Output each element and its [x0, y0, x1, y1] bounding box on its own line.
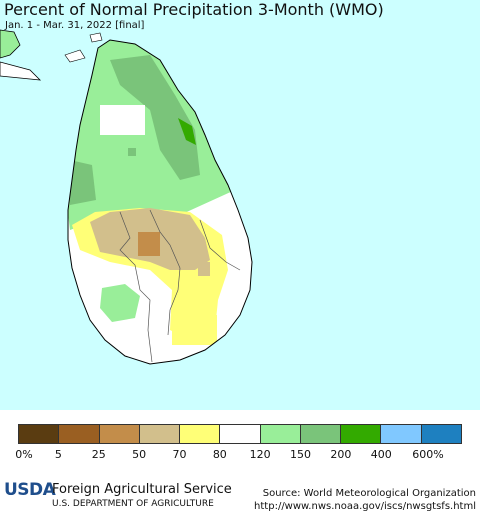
- legend-label: 80: [212, 448, 227, 461]
- legend-swatch: [421, 425, 461, 443]
- legend-label: 120: [249, 448, 271, 461]
- source-url[interactable]: http://www.nws.noaa.gov/iscs/nwsgtsfs.ht…: [254, 501, 476, 512]
- agency-name: Foreign Agricultural Service: [52, 482, 232, 497]
- legend-label: 50: [132, 448, 147, 461]
- legend-label: 200: [330, 448, 352, 461]
- legend-swatch: [139, 425, 181, 443]
- sri-lanka-outline: [67, 39, 253, 365]
- south-yellow-patch: [172, 315, 217, 345]
- legend-label: 150: [290, 448, 312, 461]
- north-white-patch: [100, 105, 145, 135]
- india-coast: [0, 29, 21, 59]
- legend-label: 400: [370, 448, 392, 461]
- map-title: Percent of Normal Precipitation 3-Month …: [4, 0, 384, 19]
- legend-color-bar: [18, 424, 462, 444]
- precipitation-map: [0, 0, 480, 410]
- east-tan-patch: [198, 262, 210, 276]
- legend-labels: 0% 5 25 50 70 80 120 150 200 400 600%: [0, 448, 480, 462]
- green-dot: [128, 148, 136, 156]
- west-mid-green-zone: [70, 160, 96, 205]
- map-subtitle: Jan. 1 - Mar. 31, 2022 [final]: [5, 20, 145, 31]
- legend-label: 5: [54, 448, 62, 461]
- legend-swatch: [99, 425, 140, 443]
- legend-swatch: [220, 425, 261, 443]
- legend-label: 0%: [15, 448, 33, 461]
- usda-logo: USDA: [4, 480, 56, 500]
- legend-swatch: [341, 425, 382, 443]
- legend-swatch: [300, 425, 342, 443]
- northern-islets: [64, 32, 103, 63]
- legend-swatch: [260, 425, 301, 443]
- source-text: Source: World Meteorological Organizatio…: [262, 488, 476, 499]
- province-boundaries: [119, 209, 241, 363]
- legend-label: 70: [172, 448, 187, 461]
- legend-label: 600%: [412, 448, 444, 461]
- legend-label: 25: [91, 448, 106, 461]
- northeast-dark-green-zone: [178, 118, 196, 145]
- legend-swatch: [19, 425, 60, 443]
- legend-swatch: [59, 425, 100, 443]
- central-brown-patch: [138, 232, 160, 256]
- legend-swatch: [381, 425, 422, 443]
- north-mid-green-zone: [110, 55, 200, 180]
- india-tip: [0, 61, 42, 81]
- department-name: U.S. DEPARTMENT OF AGRICULTURE: [52, 499, 214, 509]
- legend-swatch: [180, 425, 221, 443]
- southwest-green-patch: [100, 284, 140, 322]
